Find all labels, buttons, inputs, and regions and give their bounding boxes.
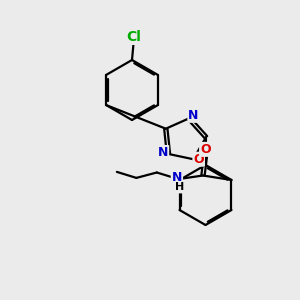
Text: N: N <box>158 146 168 159</box>
Text: O: O <box>194 153 204 166</box>
Text: H: H <box>175 182 184 193</box>
Text: N: N <box>188 109 199 122</box>
Text: N: N <box>172 171 182 184</box>
Text: Cl: Cl <box>126 30 141 44</box>
Text: O: O <box>200 143 211 156</box>
